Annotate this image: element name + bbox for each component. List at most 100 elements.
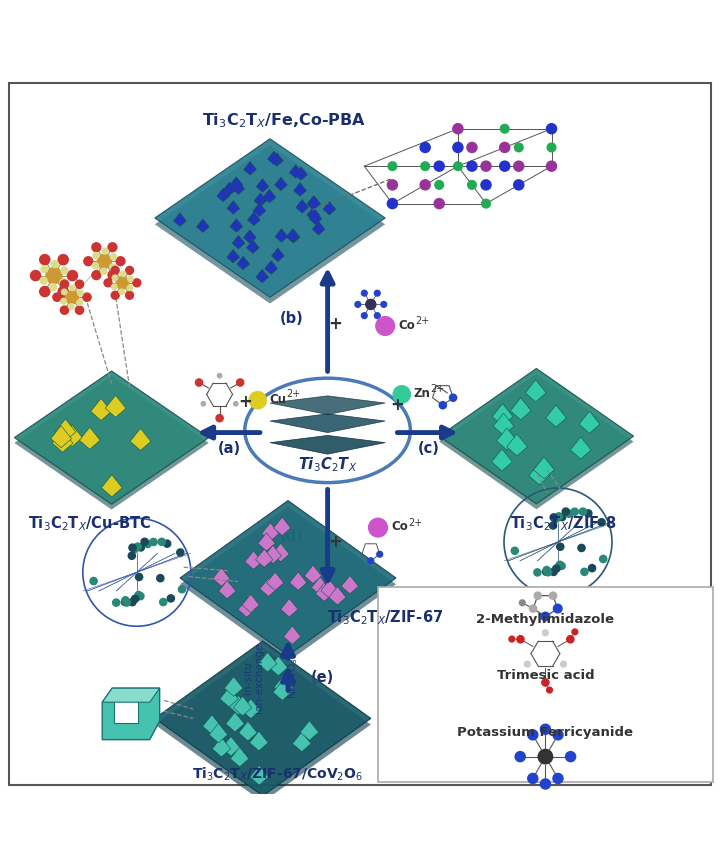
Text: 2+: 2+: [431, 384, 445, 394]
Polygon shape: [312, 221, 325, 235]
Polygon shape: [510, 398, 531, 420]
Circle shape: [112, 266, 120, 274]
Circle shape: [387, 180, 397, 190]
Text: Ti$_3$C$_2$T$_X$/ZIF-8: Ti$_3$C$_2$T$_X$/ZIF-8: [510, 515, 616, 533]
Text: 2-Methylimidazole: 2-Methylimidazole: [477, 613, 614, 626]
Circle shape: [167, 595, 174, 602]
Text: 2+: 2+: [415, 316, 430, 326]
Circle shape: [92, 243, 101, 252]
Text: (a): (a): [217, 441, 240, 456]
Polygon shape: [493, 413, 514, 435]
Circle shape: [195, 379, 202, 386]
Circle shape: [381, 301, 387, 307]
Circle shape: [120, 271, 126, 277]
Polygon shape: [217, 188, 230, 201]
Circle shape: [128, 276, 133, 281]
Circle shape: [83, 293, 91, 301]
Circle shape: [129, 544, 136, 551]
Circle shape: [554, 604, 562, 613]
Circle shape: [529, 605, 536, 612]
Polygon shape: [534, 457, 554, 479]
Circle shape: [101, 268, 107, 274]
Circle shape: [467, 161, 477, 171]
Polygon shape: [258, 652, 276, 672]
Circle shape: [420, 142, 431, 153]
Polygon shape: [250, 731, 268, 751]
Text: (e): (e): [311, 670, 334, 685]
Polygon shape: [260, 578, 277, 596]
Circle shape: [534, 569, 541, 576]
Circle shape: [135, 574, 143, 581]
Circle shape: [420, 161, 429, 170]
Text: Co: Co: [391, 521, 408, 533]
Circle shape: [97, 254, 112, 268]
Polygon shape: [254, 193, 266, 207]
Circle shape: [40, 254, 50, 265]
Polygon shape: [155, 145, 385, 304]
Circle shape: [509, 636, 515, 642]
Polygon shape: [289, 572, 307, 590]
Circle shape: [126, 292, 134, 299]
Polygon shape: [227, 249, 240, 263]
Circle shape: [46, 267, 62, 284]
Polygon shape: [311, 577, 328, 595]
Circle shape: [543, 630, 549, 635]
Circle shape: [201, 402, 205, 406]
Circle shape: [541, 779, 551, 789]
Circle shape: [588, 564, 595, 572]
Circle shape: [581, 569, 588, 575]
Circle shape: [237, 379, 244, 386]
Text: +: +: [390, 396, 404, 414]
Polygon shape: [271, 153, 283, 167]
Polygon shape: [274, 177, 287, 191]
Polygon shape: [287, 229, 300, 243]
Circle shape: [580, 508, 587, 516]
Circle shape: [109, 264, 116, 270]
Polygon shape: [256, 549, 273, 568]
Polygon shape: [232, 235, 245, 249]
Text: Ti$_3$C$_2$T$_X$/ZIF-67/CoV$_2$O$_6$: Ti$_3$C$_2$T$_X$/ZIF-67/CoV$_2$O$_6$: [192, 765, 363, 783]
Text: Co: Co: [398, 319, 415, 332]
Polygon shape: [230, 695, 248, 715]
Circle shape: [553, 565, 560, 572]
Polygon shape: [226, 713, 244, 732]
Polygon shape: [281, 599, 298, 617]
Circle shape: [68, 304, 74, 309]
Polygon shape: [307, 196, 320, 210]
Circle shape: [128, 552, 135, 559]
Circle shape: [131, 545, 138, 553]
Polygon shape: [227, 201, 240, 214]
Polygon shape: [271, 248, 284, 261]
Circle shape: [58, 254, 68, 265]
Circle shape: [434, 161, 444, 171]
Circle shape: [434, 199, 444, 208]
Circle shape: [567, 635, 574, 643]
Polygon shape: [102, 688, 160, 702]
Circle shape: [216, 415, 223, 422]
Circle shape: [144, 541, 151, 548]
Circle shape: [61, 267, 68, 274]
Circle shape: [524, 661, 530, 667]
Circle shape: [549, 592, 557, 599]
Text: Zn: Zn: [413, 387, 430, 400]
Circle shape: [514, 143, 523, 152]
Circle shape: [516, 752, 526, 762]
Polygon shape: [266, 572, 284, 590]
Circle shape: [40, 277, 47, 284]
Circle shape: [116, 257, 125, 266]
Text: NH$_4$VO$_3$: NH$_4$VO$_3$: [286, 657, 300, 699]
Text: +: +: [328, 315, 342, 332]
Polygon shape: [219, 581, 236, 599]
Circle shape: [122, 598, 129, 606]
Text: Potassium Ferricyanide: Potassium Ferricyanide: [457, 726, 634, 739]
Text: Cu: Cu: [269, 393, 287, 406]
Circle shape: [572, 629, 577, 635]
Circle shape: [92, 262, 99, 268]
Circle shape: [481, 161, 491, 171]
Circle shape: [355, 301, 361, 307]
Circle shape: [60, 280, 68, 288]
Circle shape: [547, 143, 556, 152]
Circle shape: [104, 279, 112, 286]
Circle shape: [92, 271, 101, 279]
Polygon shape: [507, 434, 528, 456]
